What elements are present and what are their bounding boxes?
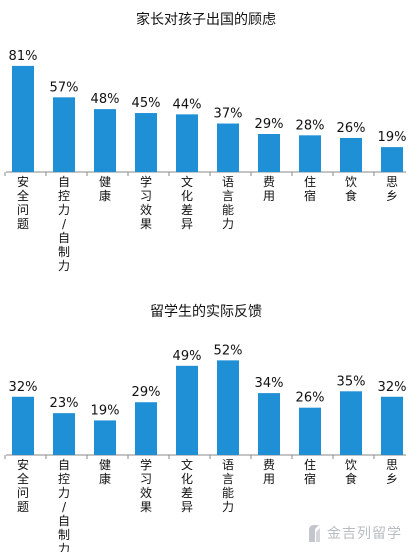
brand-watermark: 金吉列留学 [305, 522, 402, 544]
data-label-4: 45% [132, 96, 161, 111]
bar-1 [12, 396, 34, 455]
x-tick-label-2: 自控力/自制力 [58, 175, 70, 273]
data-label-6: 52% [214, 343, 243, 358]
x-tick-label-4: 学习效果 [140, 457, 152, 514]
data-label-10: 32% [378, 380, 407, 395]
x-tick-label-6: 语言能力 [222, 175, 234, 231]
x-tick-label-9: 饮食 [345, 458, 357, 486]
x-tick-label-6: 语言能力 [222, 458, 234, 514]
bar-10 [381, 396, 403, 455]
x-tick-label-7: 费用 [263, 458, 275, 486]
data-label-3: 48% [91, 92, 120, 107]
x-tick-label-10: 思乡 [386, 175, 398, 203]
brand-logo-icon [309, 525, 320, 542]
bar-7 [258, 393, 280, 455]
data-label-1: 81% [9, 49, 38, 64]
data-label-5: 44% [173, 97, 202, 112]
bar-9 [340, 391, 362, 455]
bar-2 [53, 97, 75, 172]
bar-2 [53, 413, 75, 455]
bar-6 [217, 360, 239, 455]
data-label-1: 32% [9, 380, 38, 395]
data-label-7: 29% [255, 117, 284, 132]
x-tick-label-3: 健康 [99, 175, 111, 203]
data-label-9: 26% [337, 121, 366, 136]
x-tick-label-10: 思乡 [386, 458, 398, 486]
bar-3 [94, 420, 116, 455]
data-label-2: 57% [50, 80, 79, 95]
x-tick-label-7: 费用 [263, 175, 275, 203]
bar-7 [258, 134, 280, 172]
bar-4 [135, 113, 157, 172]
data-label-4: 29% [132, 385, 161, 400]
bar-9 [340, 137, 362, 172]
data-label-8: 26% [296, 391, 325, 406]
data-label-8: 28% [296, 118, 325, 133]
bar-8 [299, 407, 321, 455]
chart-2: 留学生的实际反馈 32% 安全问题 23% 自控力/自制力 19% 健康 29% 学习效果 49%… [4, 304, 407, 552]
chart-title: 留学生的实际反馈 [150, 304, 262, 320]
data-label-7: 34% [255, 376, 284, 391]
data-label-2: 23% [50, 396, 79, 411]
bar-1 [12, 65, 34, 172]
bar-5 [176, 114, 198, 172]
data-label-3: 19% [91, 403, 120, 418]
x-tick-label-8: 住宿 [304, 458, 316, 486]
x-tick-label-5: 文化差异 [181, 457, 193, 514]
bar-6 [217, 123, 239, 172]
bar-10 [381, 147, 403, 172]
x-tick-label-2: 自控力/自制力 [58, 458, 70, 552]
x-tick-label-1: 安全问题 [17, 174, 29, 231]
bar-5 [176, 365, 198, 455]
data-label-10: 19% [378, 130, 407, 145]
chart-1: 家长对孩子出国的顾虑 81% 安全问题 57% 自控力/自制力 48% 健康 45% 学习效果 4… [4, 11, 407, 273]
data-label-5: 49% [173, 349, 202, 364]
x-tick-label-8: 住宿 [304, 175, 316, 203]
bar-8 [299, 135, 321, 172]
x-tick-label-4: 学习效果 [140, 174, 152, 231]
bar-3 [94, 109, 116, 172]
x-tick-label-3: 健康 [99, 458, 111, 486]
x-tick-label-1: 安全问题 [17, 457, 29, 514]
data-label-6: 37% [214, 107, 243, 122]
bar-4 [135, 402, 157, 455]
data-label-9: 35% [337, 374, 366, 389]
brand-logo-text: 金吉列留学 [327, 526, 402, 542]
chart-title: 家长对孩子出国的顾虑 [136, 11, 276, 28]
x-tick-label-5: 文化差异 [181, 174, 193, 231]
x-tick-label-9: 饮食 [345, 175, 357, 203]
